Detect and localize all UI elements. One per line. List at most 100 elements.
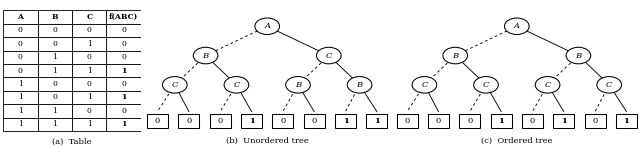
Bar [304,114,324,128]
Text: 0: 0 [467,117,472,125]
Bar [460,114,480,128]
Bar [3,24,38,37]
Text: 0: 0 [52,40,57,48]
Text: 1: 1 [18,120,23,128]
Text: 1: 1 [121,120,126,128]
Text: 0: 0 [436,117,441,125]
Text: A: A [514,22,520,30]
Text: C: C [172,81,178,89]
Text: 1: 1 [374,117,380,125]
Ellipse shape [163,77,187,93]
Bar [38,24,72,37]
Text: 1: 1 [248,117,255,125]
Text: 1: 1 [18,93,23,101]
Text: 0: 0 [52,80,57,88]
Text: 0: 0 [593,117,598,125]
Text: C: C [483,81,489,89]
Text: 0: 0 [87,80,92,88]
Ellipse shape [316,47,341,64]
Bar [335,114,356,128]
Ellipse shape [348,77,372,93]
Text: 0: 0 [121,107,126,115]
Bar [72,24,106,37]
Bar [106,104,141,118]
Bar [72,118,106,131]
Bar [72,91,106,104]
Text: 1: 1 [18,107,23,115]
Text: 1: 1 [498,117,504,125]
Text: 1: 1 [52,67,57,75]
Text: 1: 1 [87,67,92,75]
Text: (c)  Ordered tree: (c) Ordered tree [481,136,552,144]
Bar [72,104,106,118]
Bar [38,91,72,104]
Text: A: A [17,13,23,21]
Bar [3,77,38,91]
Ellipse shape [535,77,560,93]
Bar [106,64,141,77]
Text: C: C [606,81,612,89]
Bar [210,114,230,128]
Bar [179,114,199,128]
Ellipse shape [285,77,310,93]
Ellipse shape [566,47,591,64]
Ellipse shape [474,77,499,93]
Bar [106,24,141,37]
Bar [72,10,106,24]
Bar [38,104,72,118]
Bar [3,37,38,51]
Text: 0: 0 [87,26,92,34]
Text: (b)  Unordered tree: (b) Unordered tree [226,136,308,144]
Bar [397,114,418,128]
Bar [106,37,141,51]
Text: 0: 0 [18,53,23,61]
Text: 0: 0 [155,117,160,125]
Bar [106,118,141,131]
Bar [38,37,72,51]
Text: 1: 1 [87,40,92,48]
Text: 1: 1 [121,93,126,101]
Bar [38,118,72,131]
Bar [585,114,605,128]
Ellipse shape [443,47,468,64]
Text: 1: 1 [18,80,23,88]
Text: 0: 0 [18,26,23,34]
Text: B: B [575,52,582,59]
Ellipse shape [193,47,218,64]
Text: 1: 1 [121,67,126,75]
Text: C: C [326,52,332,59]
Text: 1: 1 [342,117,348,125]
Bar [554,114,574,128]
Text: 1: 1 [52,53,57,61]
Text: C: C [233,81,239,89]
Text: 0: 0 [87,107,92,115]
Text: 0: 0 [18,40,23,48]
Bar [616,114,637,128]
Ellipse shape [504,18,529,34]
Bar [72,64,106,77]
Text: 0: 0 [52,93,57,101]
Text: B: B [52,13,58,21]
Text: 0: 0 [186,117,191,125]
Bar [3,64,38,77]
Bar [147,114,168,128]
Text: B: B [356,81,363,89]
Text: C: C [86,13,92,21]
Text: B: B [202,52,209,59]
Bar [72,37,106,51]
Text: C: C [421,81,428,89]
Ellipse shape [255,18,280,34]
Text: 1: 1 [52,120,57,128]
Text: 1: 1 [87,120,92,128]
Bar [3,118,38,131]
Bar [38,77,72,91]
Text: (a)  Table: (a) Table [52,138,92,146]
Text: 0: 0 [218,117,223,125]
Text: 0: 0 [52,26,57,34]
Text: 1: 1 [561,117,567,125]
Bar [273,114,293,128]
Bar [366,114,387,128]
Bar [72,77,106,91]
Text: f(ABC): f(ABC) [109,13,138,21]
Bar [106,77,141,91]
